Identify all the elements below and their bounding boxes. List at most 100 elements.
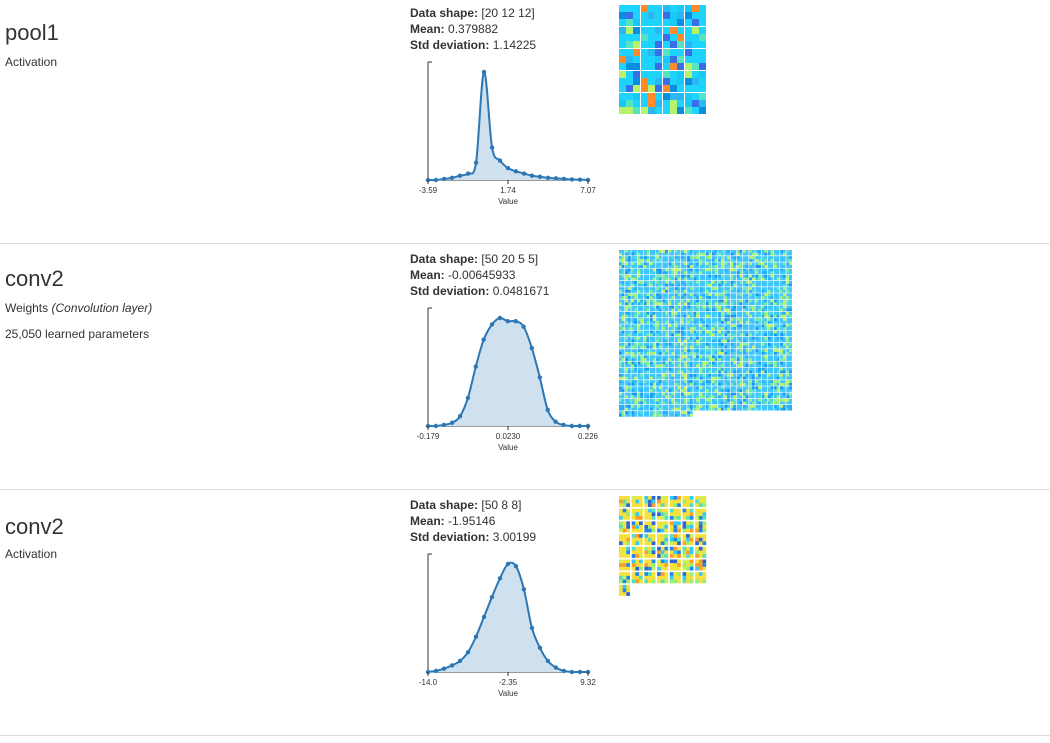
mosaic-pixel	[770, 262, 774, 266]
mosaic-pixel	[631, 327, 635, 330]
mosaic-pixel	[699, 280, 703, 284]
histogram-chart: -3.59 1.74 7.07 Value	[408, 58, 608, 218]
mosaic-pixel	[657, 572, 661, 576]
mosaic-pixel	[652, 252, 656, 256]
mosaic-pixel	[668, 271, 672, 275]
mosaic-pixel	[786, 314, 790, 318]
mosaic-tile	[657, 496, 669, 508]
mosaic-pixel	[671, 305, 675, 309]
mosaic-pixel	[656, 358, 659, 361]
mosaic-pixel	[665, 271, 668, 275]
mosaic-pixel	[622, 550, 627, 555]
mosaic-pixel	[646, 250, 650, 253]
mosaic-pixel	[631, 299, 635, 303]
mosaic-tile	[749, 392, 755, 399]
mosaic-tile	[637, 398, 644, 405]
mosaic-pixel	[682, 563, 687, 567]
mosaic-pixel	[635, 541, 640, 546]
mosaic-pixel	[789, 345, 792, 349]
mosaic-tile	[699, 274, 706, 281]
mosaic-pixel	[677, 277, 681, 281]
mosaic-pixel	[674, 265, 678, 268]
mosaic-pixel	[699, 395, 703, 399]
mosaic-tile	[761, 336, 768, 343]
mosaic-pixel	[773, 398, 777, 402]
mosaic-pixel	[637, 349, 641, 352]
mosaic-pixel	[683, 411, 687, 414]
mosaic-tile	[705, 404, 712, 411]
mosaic-pixel	[705, 355, 709, 359]
mosaic-pixel	[724, 262, 728, 266]
mosaic-pixel	[652, 265, 656, 268]
mosaic-pixel	[619, 324, 622, 328]
mosaic-pixel	[689, 563, 694, 567]
activation-visualization	[619, 496, 708, 603]
mosaic-pixel	[708, 314, 712, 318]
mosaic-pixel	[634, 333, 637, 337]
mosaic-pixel	[736, 250, 740, 253]
mosaic-pixel	[755, 252, 759, 256]
mosaic-pixel	[770, 364, 774, 368]
mosaic-tile	[786, 324, 792, 330]
mosaic-pixel	[662, 327, 666, 330]
x-axis-label: Value	[498, 689, 518, 698]
mosaic-pixel	[674, 289, 678, 293]
mosaic-pixel	[674, 351, 678, 355]
mosaic-pixel	[718, 314, 721, 318]
mosaic-pixel	[640, 373, 644, 377]
mosaic-pixel	[764, 327, 768, 330]
mosaic-pixel	[705, 404, 709, 408]
mosaic-pixel	[767, 320, 771, 324]
mosaic-pixel	[677, 351, 681, 355]
mosaic-pixel	[736, 293, 740, 297]
mosaic-tile	[656, 380, 662, 386]
mosaic-pixel	[767, 339, 771, 343]
mosaic-pixel	[782, 358, 786, 361]
mosaic-pixel	[656, 355, 659, 359]
mosaic-pixel	[718, 373, 721, 377]
mosaic-tile	[724, 392, 730, 399]
mosaic-pixel	[631, 271, 635, 275]
mosaic-pixel	[758, 351, 761, 355]
mosaic-pixel	[637, 392, 641, 396]
mosaic-tile	[668, 268, 675, 275]
mosaic-pixel	[658, 252, 662, 256]
mosaic-pixel	[626, 521, 630, 526]
mosaic-pixel	[764, 392, 768, 396]
mosaic-tile	[619, 521, 630, 533]
mosaic-pixel	[711, 386, 715, 390]
mosaic-pixel	[773, 320, 777, 324]
x-tick-label: -14.0	[419, 678, 438, 687]
std-label: Std deviation:	[410, 530, 490, 544]
mosaic-pixel	[782, 327, 786, 330]
mosaic-tile	[761, 330, 768, 337]
mosaic-pixel	[646, 413, 650, 417]
mosaic-pixel	[755, 330, 759, 334]
mosaic-pixel	[736, 299, 740, 303]
mosaic-pixel	[643, 370, 647, 374]
mosaic-pixel	[742, 324, 746, 328]
mosaic-pixel	[639, 521, 643, 526]
mosaic-pixel	[660, 563, 665, 567]
mosaic-pixel	[736, 342, 740, 346]
mosaic-pixel	[786, 287, 790, 290]
mosaic-tile	[662, 361, 668, 368]
mosaic-pixel	[674, 333, 678, 337]
mosaic-pixel	[680, 330, 684, 334]
mosaic-pixel	[708, 364, 712, 368]
mosaic-pixel	[730, 262, 734, 266]
histogram-point	[569, 423, 575, 429]
mosaic-pixel	[665, 268, 668, 272]
mosaic-tile	[749, 305, 755, 312]
mosaic-pixel	[742, 318, 746, 321]
mosaic-pixel	[724, 311, 728, 315]
mosaic-tile	[662, 280, 668, 287]
mosaic-tile	[656, 287, 662, 293]
mosaic-tile	[680, 262, 687, 268]
mosaic-pixel	[619, 528, 623, 533]
mosaic-pixel	[689, 361, 693, 365]
mosaic-pixel	[782, 274, 786, 278]
mosaic-pixel	[669, 554, 674, 558]
mosaic-pixel	[671, 333, 675, 337]
mosaic-tile	[631, 572, 643, 584]
